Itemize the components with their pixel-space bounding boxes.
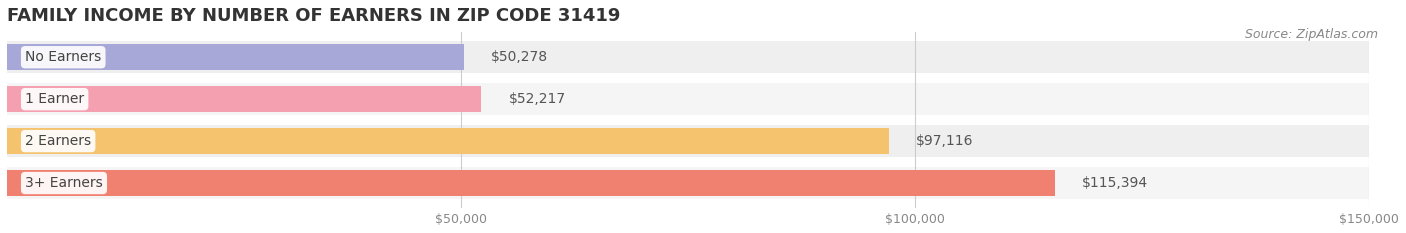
Text: $50,278: $50,278 <box>491 50 548 64</box>
Bar <box>7 44 464 70</box>
Bar <box>7 167 1369 199</box>
Text: FAMILY INCOME BY NUMBER OF EARNERS IN ZIP CODE 31419: FAMILY INCOME BY NUMBER OF EARNERS IN ZI… <box>7 7 620 25</box>
Bar <box>7 86 481 112</box>
Bar <box>7 83 1369 115</box>
Text: $97,116: $97,116 <box>917 134 973 148</box>
Text: Source: ZipAtlas.com: Source: ZipAtlas.com <box>1244 28 1378 41</box>
Text: 1 Earner: 1 Earner <box>25 92 84 106</box>
Text: No Earners: No Earners <box>25 50 101 64</box>
Text: $115,394: $115,394 <box>1083 176 1149 190</box>
Bar <box>7 125 1369 157</box>
Bar <box>7 170 1054 196</box>
Text: 2 Earners: 2 Earners <box>25 134 91 148</box>
Bar <box>7 41 1369 73</box>
Text: $52,217: $52,217 <box>509 92 565 106</box>
Text: 3+ Earners: 3+ Earners <box>25 176 103 190</box>
Bar <box>7 128 889 154</box>
